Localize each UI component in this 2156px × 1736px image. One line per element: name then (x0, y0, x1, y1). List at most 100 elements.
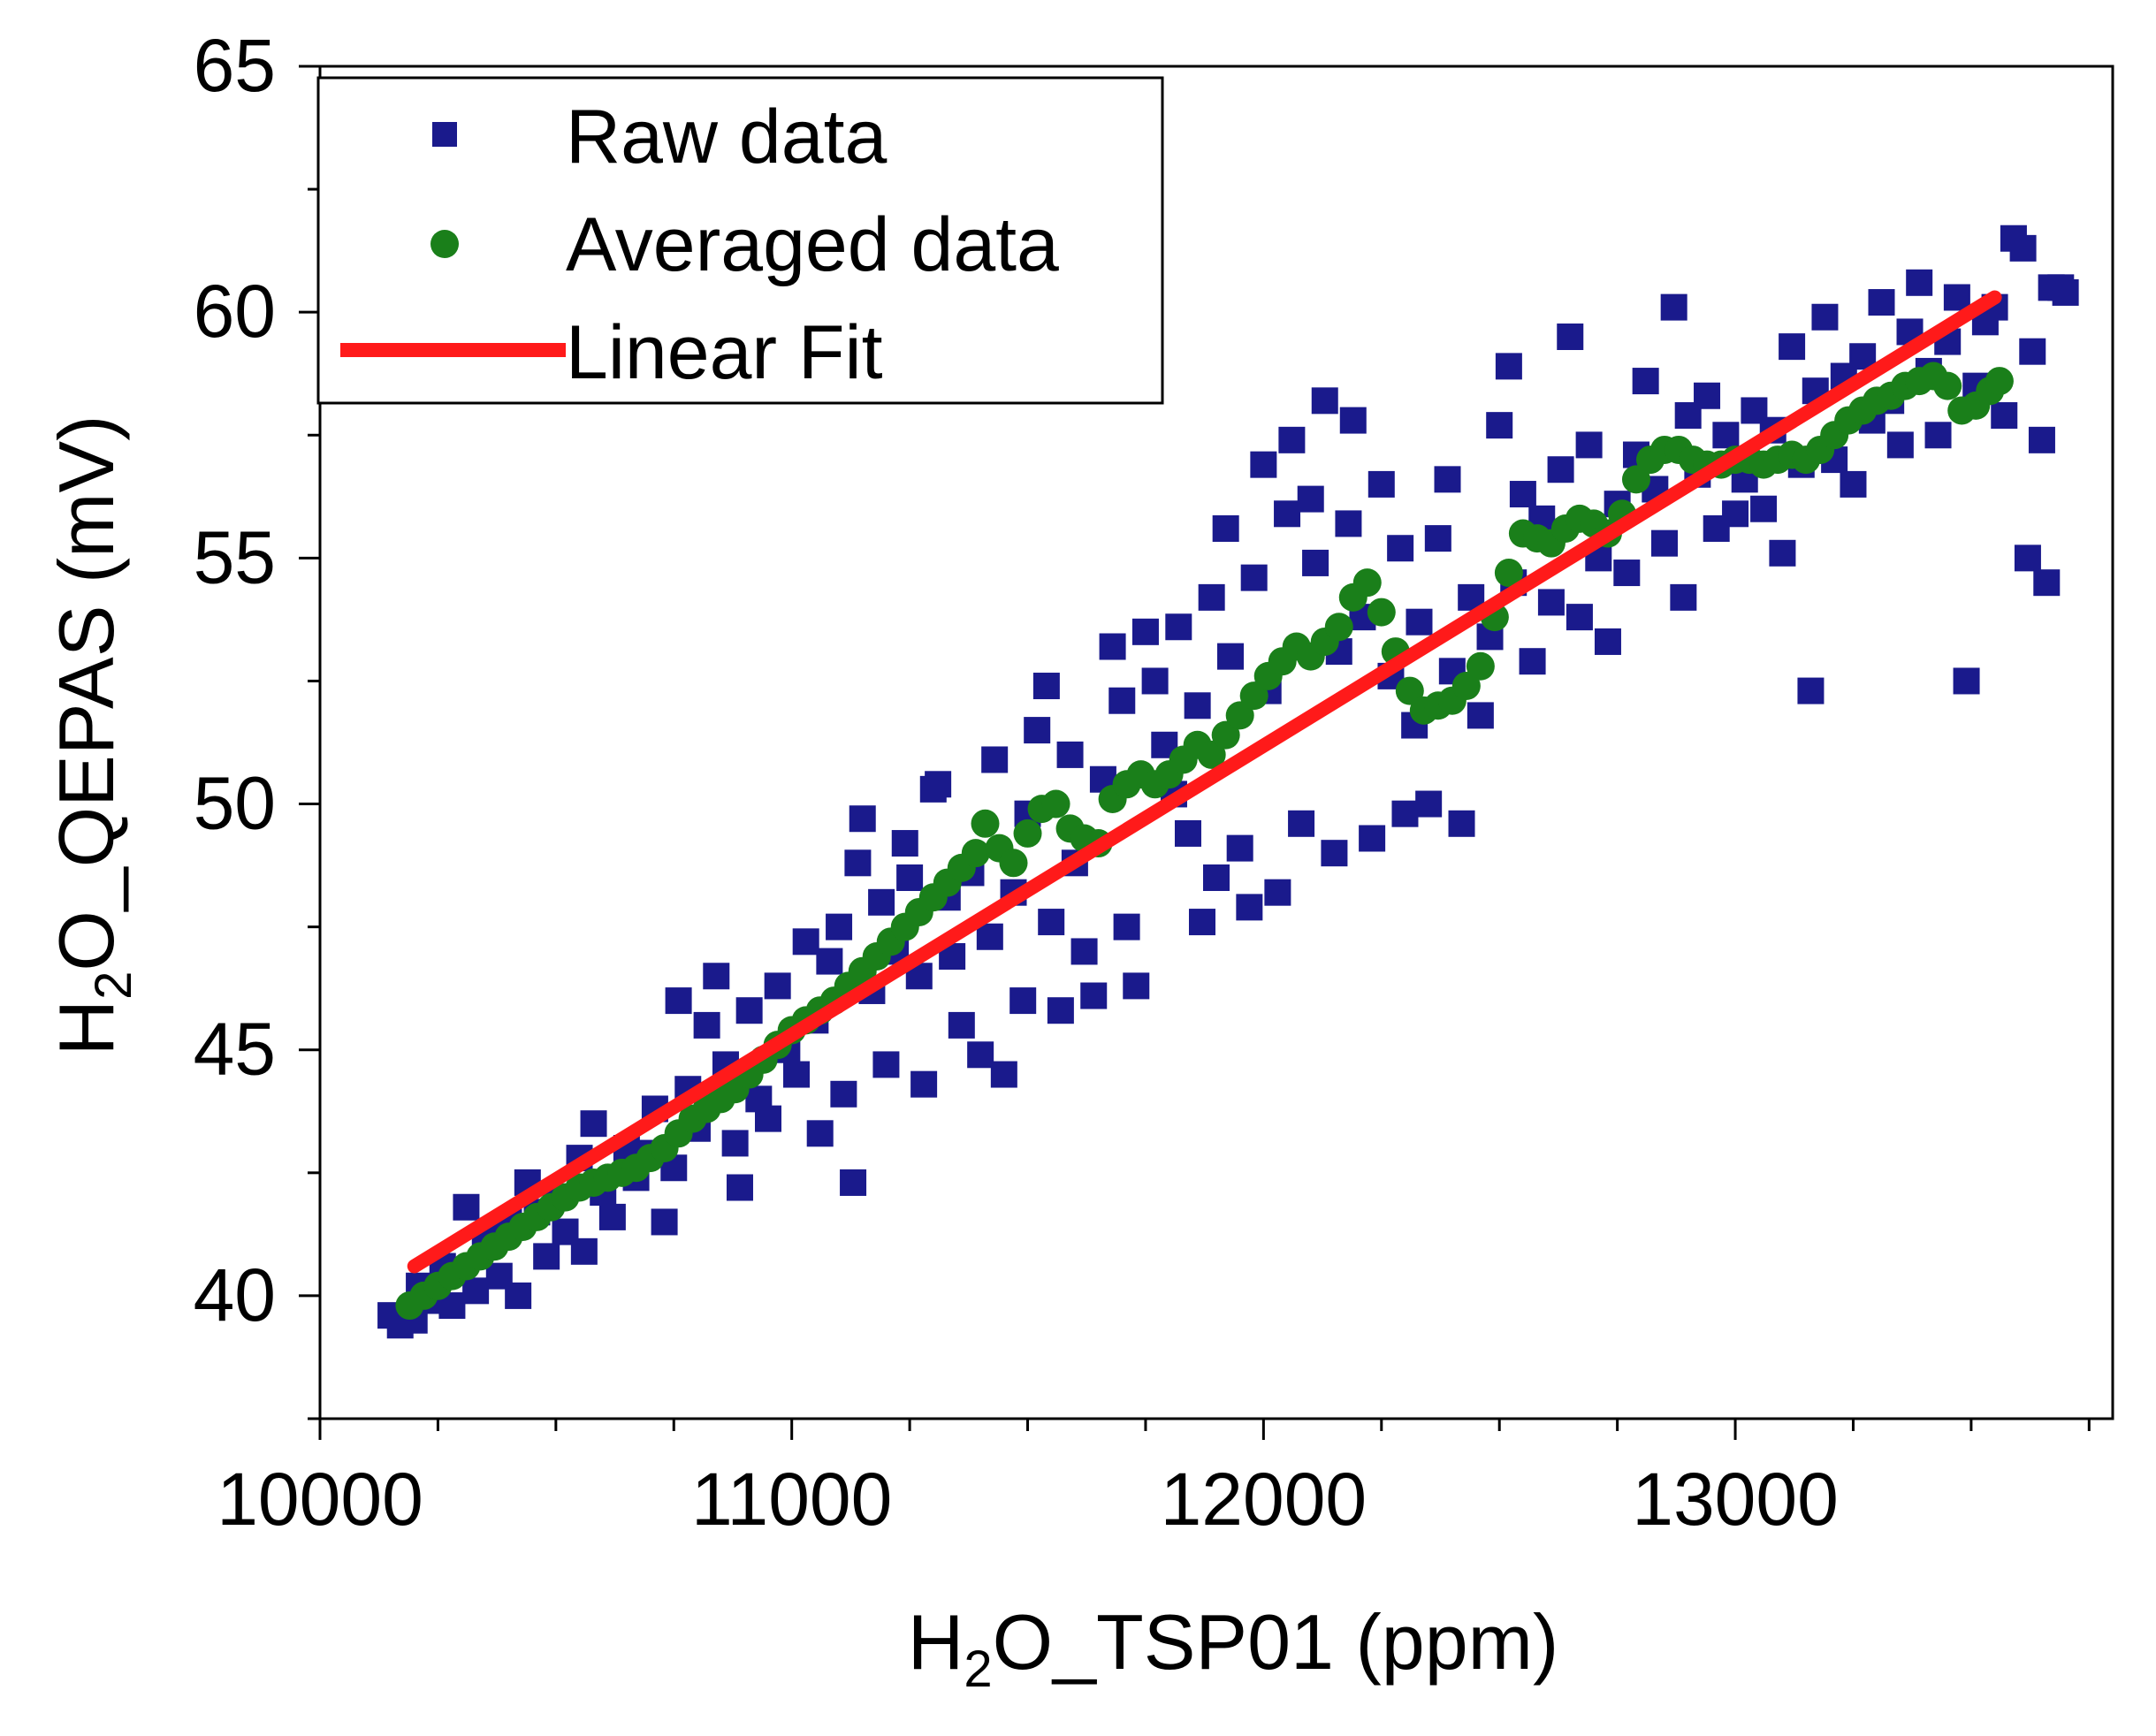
averaged-data-point (1466, 651, 1495, 681)
raw-data-point (1174, 819, 1201, 847)
averaged-data-point (1367, 598, 1396, 627)
raw-data-point (2033, 569, 2061, 597)
raw-data-point (1906, 269, 1933, 296)
raw-data-point (598, 1203, 626, 1230)
raw-data-point (1226, 834, 1253, 862)
averaged-data-point (1933, 371, 1962, 400)
raw-data-point (1184, 692, 1211, 720)
raw-data-point (1198, 583, 1225, 611)
raw-data-point (1288, 810, 1315, 837)
y-axis-ticks: 40 45 50 55 60 65 (194, 24, 320, 1420)
raw-data-point (1335, 510, 1362, 537)
raw-data-point (580, 1110, 607, 1138)
raw-data-point (1613, 560, 1641, 587)
y-tick-label: 60 (194, 270, 276, 353)
raw-data-point (1415, 790, 1443, 818)
raw-data-point (505, 1282, 532, 1309)
raw-data-point (1188, 909, 1215, 936)
raw-data-point (1924, 422, 1952, 449)
raw-data-point (1056, 741, 1084, 768)
raw-data-point (1424, 525, 1451, 552)
raw-data-point (651, 1208, 678, 1236)
raw-data-point (1274, 500, 1301, 528)
raw-data-point (1434, 466, 1461, 493)
raw-data-point (453, 1193, 480, 1221)
raw-data-point (1868, 289, 1895, 316)
plot-frame (318, 65, 2114, 1420)
raw-data-point (990, 1061, 1017, 1088)
raw-data-point (1391, 800, 1419, 827)
raw-data-point (1694, 382, 1721, 409)
raw-data-point (1278, 426, 1306, 453)
raw-data-point (783, 1061, 811, 1088)
averaged-data-point (1985, 367, 2014, 396)
raw-data-point (1537, 589, 1565, 616)
raw-data-point (1070, 938, 1098, 965)
averaged-data-point (1451, 672, 1481, 701)
linear-fit-line (407, 290, 2002, 1274)
y-tick-label: 65 (194, 24, 276, 107)
raw-data-point (1387, 535, 1414, 562)
averaged-data-point (1225, 701, 1254, 730)
raw-data-point (693, 1011, 720, 1039)
legend-averaged-label: Averaged data (566, 202, 1059, 287)
averaged-data-point (1395, 676, 1424, 705)
raw-data-point (967, 1041, 994, 1069)
raw-data-point (1080, 982, 1108, 1009)
legend-averaged-marker (430, 230, 459, 258)
raw-data-point (1712, 422, 1740, 449)
raw-data-point (1651, 529, 1678, 557)
y-tick-label: 40 (194, 1253, 276, 1336)
x-axis-ticks: 10000 11000 12000 13000 (217, 1419, 2091, 1541)
raw-data-point (792, 928, 819, 956)
raw-data-point (1302, 549, 1329, 576)
raw-data-point (910, 1070, 938, 1098)
raw-data-point (2052, 278, 2079, 306)
raw-data-point (1236, 894, 1263, 921)
raw-data-point (1660, 293, 1687, 321)
raw-data-point (1495, 353, 1522, 380)
y-tick-label: 50 (194, 762, 276, 845)
raw-data-point (1509, 481, 1536, 508)
raw-data-point (1519, 648, 1546, 675)
raw-data-point (570, 1237, 598, 1265)
raw-data-point (1009, 987, 1037, 1015)
raw-data-point (849, 805, 876, 833)
x-tick-label: 11000 (691, 1458, 892, 1541)
raw-data-point (462, 1277, 490, 1305)
raw-data-point (1311, 387, 1338, 415)
averaged-data-point (1197, 740, 1226, 769)
legend: Raw data Averaged data Linear Fit (316, 76, 1164, 405)
raw-data-point (816, 948, 843, 975)
raw-data-point (1575, 431, 1603, 459)
raw-data-point (1032, 673, 1060, 700)
y-tick-label: 55 (194, 515, 276, 598)
raw-data-point (840, 1169, 867, 1196)
raw-data-point (1367, 470, 1395, 498)
raw-data-point (1486, 412, 1513, 439)
y-tick-label: 45 (194, 1008, 276, 1091)
raw-data-point (891, 830, 918, 857)
raw-data-point (1670, 583, 1697, 611)
raw-data-point (1750, 495, 1778, 522)
raw-data-point (1991, 402, 2018, 430)
raw-data-point (872, 1051, 900, 1078)
raw-data-point (764, 972, 791, 1000)
x-tick-label: 13000 (1632, 1458, 1839, 1541)
raw-data-point (896, 864, 924, 891)
raw-data-point (1840, 470, 1867, 498)
raw-data-point (1240, 564, 1268, 591)
raw-data-point (1165, 613, 1192, 641)
averaged-data-series (395, 362, 2014, 1321)
raw-data-point (2019, 338, 2046, 365)
averaged-data-point (1041, 789, 1070, 819)
x-tick-label: 12000 (1161, 1458, 1367, 1541)
averaged-data-point (1239, 681, 1268, 711)
raw-data-point (826, 913, 853, 940)
raw-data-point (976, 923, 1003, 950)
raw-data-point (735, 997, 763, 1024)
raw-data-point (1943, 284, 1970, 311)
averaged-data-point (961, 839, 990, 868)
averaged-data-point (1352, 568, 1382, 598)
